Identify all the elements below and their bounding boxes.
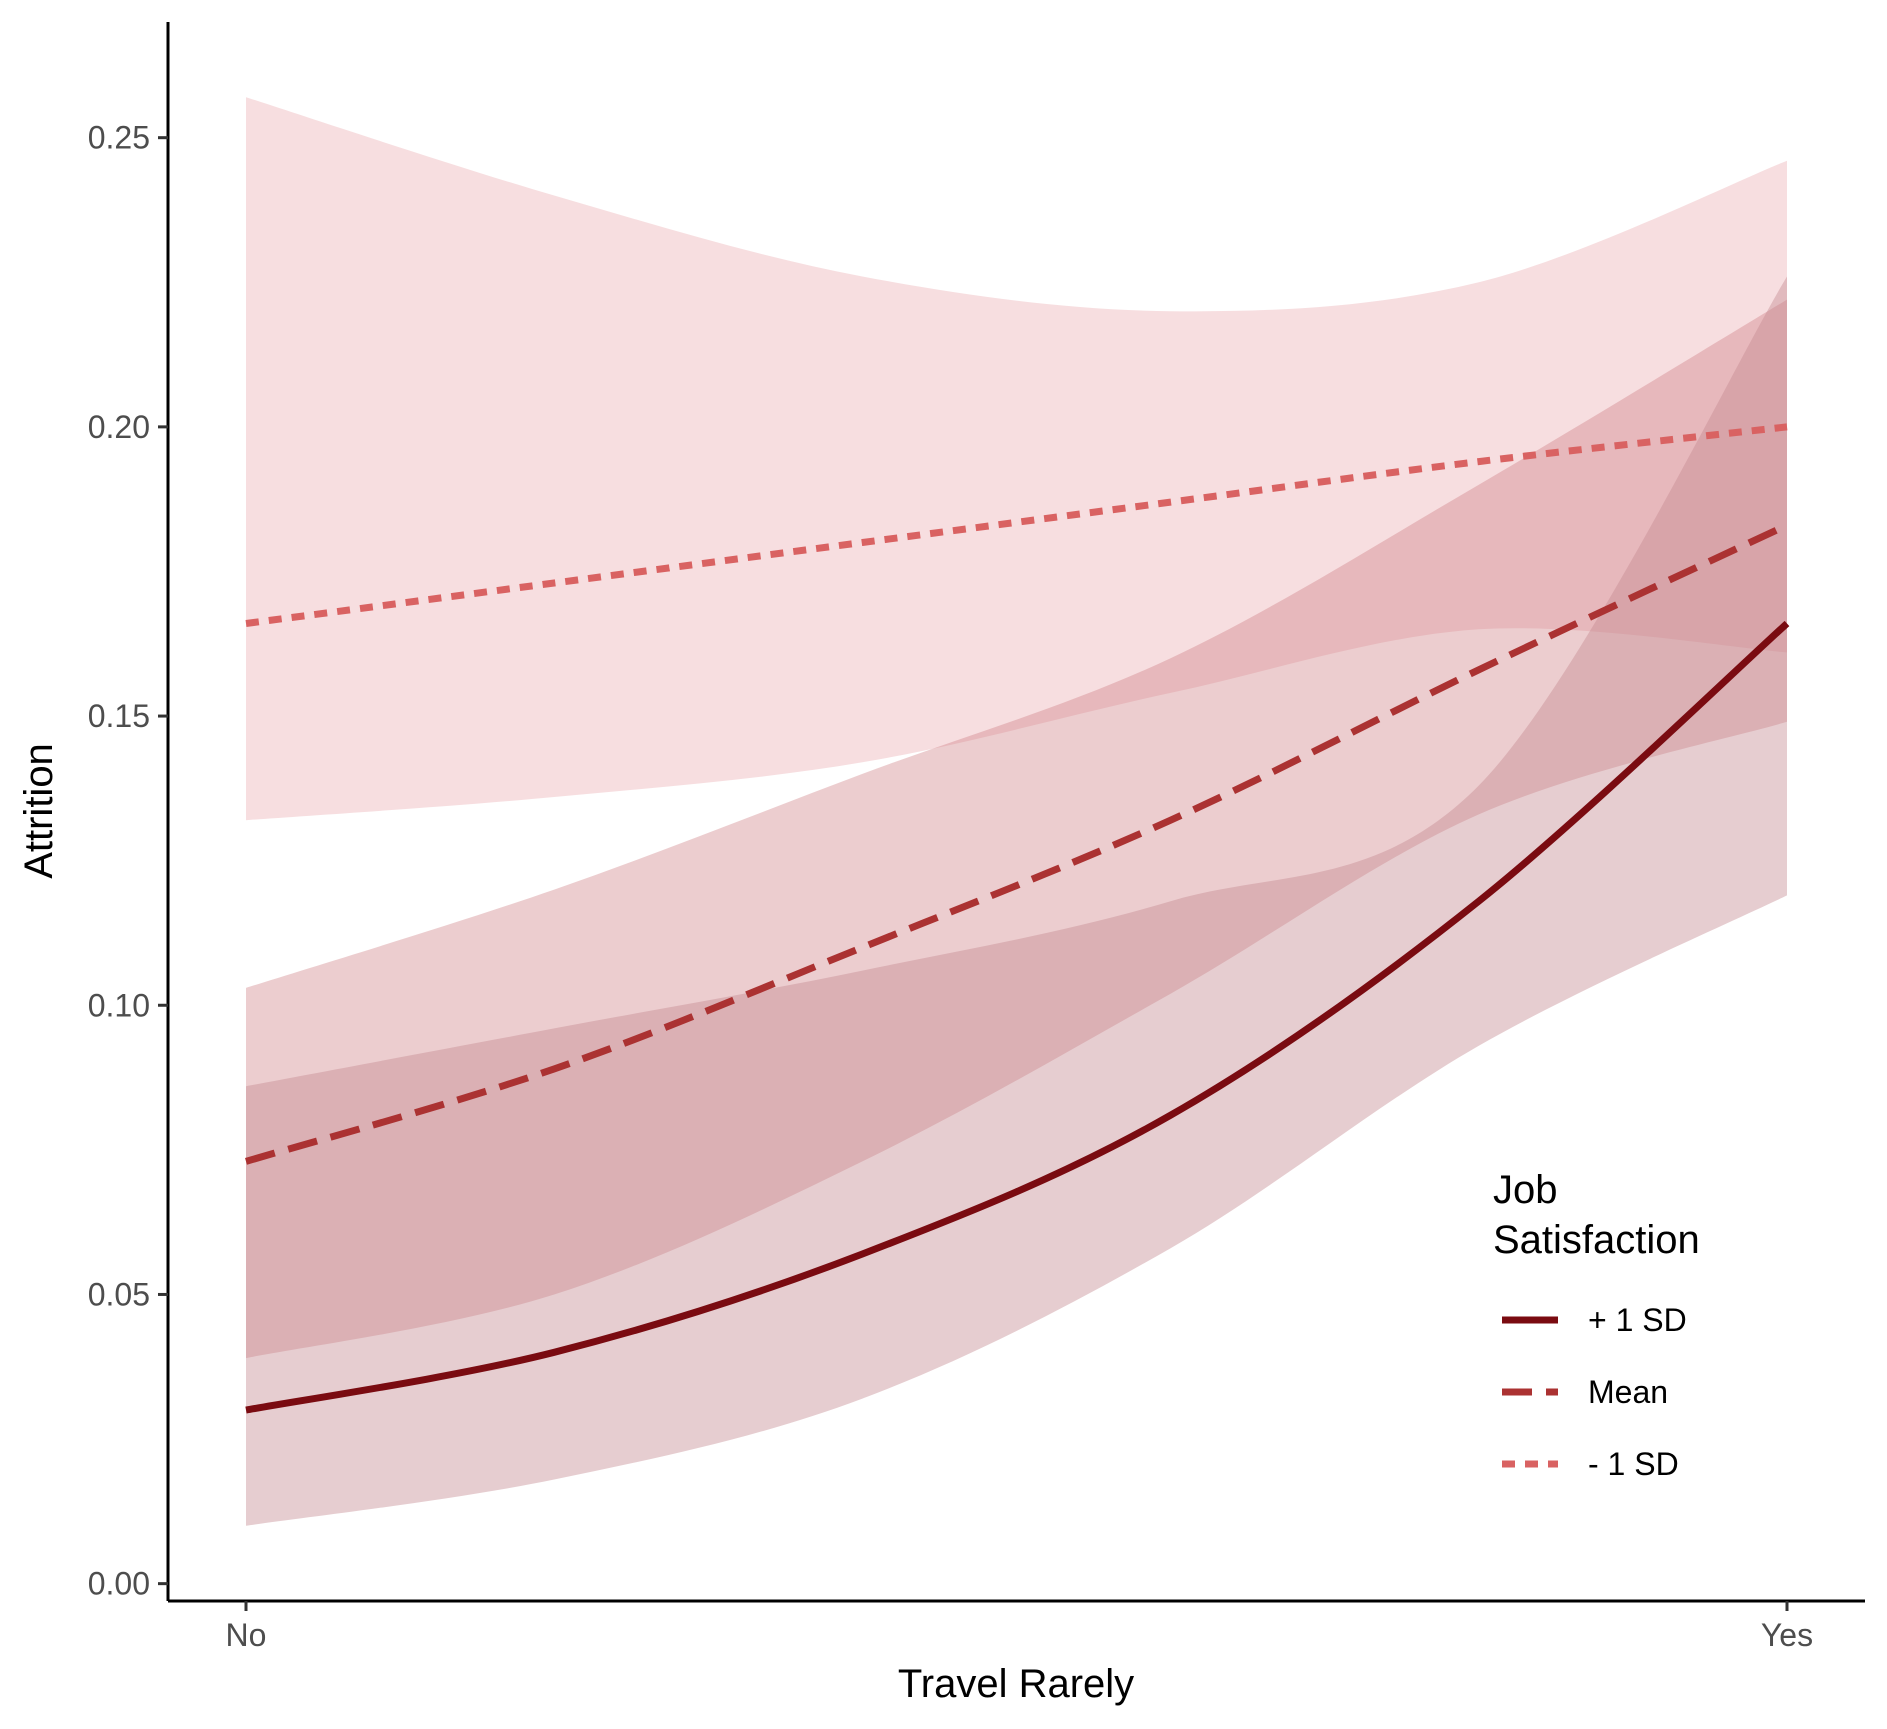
x-axis-title: Travel Rarely (898, 1662, 1134, 1706)
band-mean (246, 299, 1787, 1359)
confidence-bands (246, 97, 1787, 1526)
line-mean (244, 522, 1789, 1165)
line-plus-1-sd (245, 620, 1790, 1414)
y-tick-label: 0.10 (88, 987, 150, 1023)
legend-title-line-2: Satisfaction (1493, 1218, 1700, 1262)
legend-label: + 1 SD (1588, 1302, 1687, 1338)
y-tick-label: 0.25 (88, 120, 150, 156)
y-tick-label: 0.00 (88, 1566, 150, 1602)
y-ticks: 0.00 0.05 0.10 0.15 0.20 0.25 (88, 120, 168, 1602)
y-axis-title: Attrition (17, 743, 61, 879)
legend-label: - 1 SD (1588, 1446, 1679, 1482)
x-ticks: No Yes (226, 1601, 1813, 1653)
band-minus-1-sd (246, 97, 1787, 821)
legend-keys: + 1 SD Mean - 1 SD (1502, 1302, 1687, 1482)
x-tick-label: No (226, 1617, 267, 1653)
axes (166, 22, 1865, 1603)
series-lines (244, 423, 1790, 1414)
legend: Job Satisfaction + 1 SD Mean - 1 SD (1493, 1168, 1700, 1482)
band-plus-1-sd (246, 276, 1787, 1526)
y-tick-label: 0.05 (88, 1276, 150, 1312)
y-tick-label: 0.20 (88, 409, 150, 445)
x-tick-label: Yes (1761, 1617, 1813, 1653)
legend-label: Mean (1588, 1374, 1668, 1410)
legend-title-line-1: Job (1493, 1168, 1558, 1212)
y-tick-label: 0.15 (88, 698, 150, 734)
